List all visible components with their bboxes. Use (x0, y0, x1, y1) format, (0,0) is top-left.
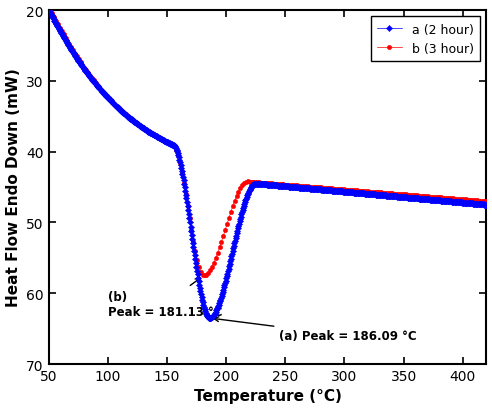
a (2 hour) (46, 9, 52, 13)
b (3 hour) (213, 256, 219, 261)
b (3 hour) (46, 5, 52, 10)
a (2 hour) (207, 316, 213, 321)
b (3 hour) (461, 198, 467, 202)
Text: (b)
Peak = 181.13 °C: (b) Peak = 181.13 °C (108, 279, 222, 318)
a (2 hour) (325, 188, 331, 193)
b (3 hour) (465, 198, 471, 202)
b (3 hour) (74, 55, 80, 60)
b (3 hour) (484, 199, 490, 204)
a (2 hour) (302, 186, 308, 191)
b (3 hour) (202, 273, 208, 278)
b (3 hour) (173, 148, 179, 153)
a (2 hour) (129, 118, 135, 123)
Line: b (3 hour): b (3 hour) (46, 5, 489, 278)
a (2 hour) (483, 203, 489, 208)
a (2 hour) (190, 245, 196, 250)
Legend: a (2 hour), b (3 hour): a (2 hour), b (3 hour) (370, 17, 480, 62)
Y-axis label: Heat Flow Endo Down (mW): Heat Flow Endo Down (mW) (5, 68, 21, 307)
Line: a (2 hour): a (2 hour) (46, 9, 489, 320)
a (2 hour) (242, 200, 248, 205)
X-axis label: Temperature (°C): Temperature (°C) (193, 389, 341, 403)
b (3 hour) (328, 187, 334, 191)
Text: (a) Peak = 186.09 °C: (a) Peak = 186.09 °C (214, 317, 417, 342)
a (2 hour) (393, 194, 399, 199)
